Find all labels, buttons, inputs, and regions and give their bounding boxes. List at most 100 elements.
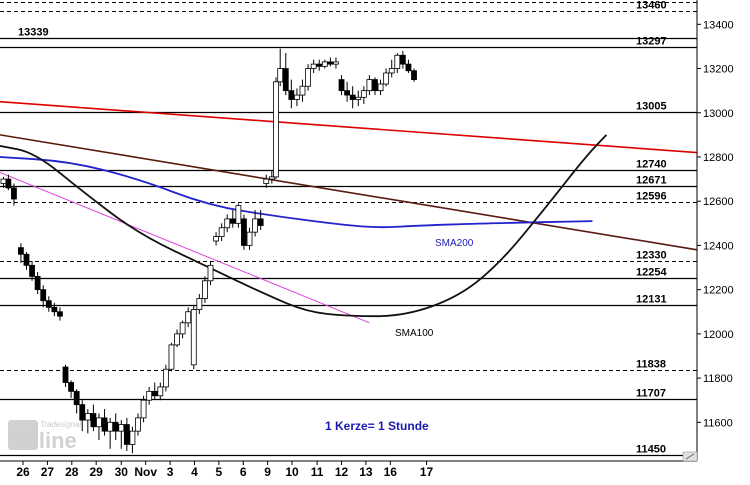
candle-body <box>96 417 102 428</box>
watermark-product: online <box>12 428 77 453</box>
candle-body <box>383 72 390 85</box>
candle-body <box>213 236 219 242</box>
candle <box>399 50 406 69</box>
candle <box>40 285 47 308</box>
candle-body <box>196 298 203 310</box>
candle-body <box>129 430 136 445</box>
candle <box>29 260 35 281</box>
candle-body <box>62 366 69 383</box>
candle-body <box>5 178 12 189</box>
candle-body <box>40 289 47 302</box>
candle-body <box>118 424 125 432</box>
candle-body <box>257 218 264 226</box>
candle <box>18 243 24 264</box>
y-tick-label: 11800 <box>703 373 733 385</box>
candle-body <box>168 344 175 370</box>
brown-trendline <box>0 134 698 251</box>
candle <box>196 294 203 314</box>
candle-body <box>338 79 345 92</box>
candle <box>190 305 197 370</box>
candle-body <box>333 61 339 65</box>
candle <box>321 59 328 69</box>
candle-body <box>140 399 147 419</box>
candle-body <box>162 368 169 388</box>
candle <box>57 307 63 321</box>
candle <box>79 400 86 432</box>
candle <box>157 382 164 401</box>
x-tick-label: 6 <box>240 465 247 479</box>
candle <box>179 320 186 339</box>
y-tick-label: 12000 <box>703 329 734 341</box>
candle-body <box>377 83 384 92</box>
candle-body <box>51 306 58 313</box>
candle <box>229 210 236 228</box>
candle-body <box>321 61 328 67</box>
candle-body <box>273 81 279 178</box>
candle <box>305 64 311 91</box>
candle-body <box>146 390 153 401</box>
candle <box>118 420 125 449</box>
candle-body <box>11 187 17 200</box>
x-tick-label: 13 <box>359 465 373 479</box>
y-tick-label: 12400 <box>703 240 734 252</box>
red-trendline <box>0 100 698 154</box>
sma100-line <box>0 134 608 318</box>
candle <box>355 90 362 107</box>
candle <box>5 174 12 191</box>
candle-body <box>34 275 41 291</box>
candle-body <box>179 322 186 335</box>
level-label-13501: 13501 <box>18 0 49 3</box>
candle <box>235 203 242 228</box>
candle-body <box>394 54 401 69</box>
x-tick-label: 5 <box>216 465 223 479</box>
x-tick-label: 28 <box>65 465 79 479</box>
candle <box>68 380 74 398</box>
candle-body <box>252 218 259 233</box>
candle <box>394 53 401 73</box>
candle-body <box>135 417 141 432</box>
candle-body <box>372 79 378 92</box>
level-label-12671: 12671 <box>636 175 667 187</box>
x-tick-label: 27 <box>41 465 55 479</box>
level-label-13005: 13005 <box>636 101 667 113</box>
level-label-13297: 13297 <box>636 36 667 48</box>
x-tick-label: 17 <box>420 465 434 479</box>
candle-body <box>360 90 367 98</box>
candle <box>366 75 373 96</box>
candle <box>377 79 384 96</box>
candle-body <box>241 218 247 246</box>
candle-body <box>68 382 74 392</box>
trend-lines <box>0 100 698 324</box>
candle-body <box>263 178 270 184</box>
candle <box>288 79 295 109</box>
candle <box>282 53 289 96</box>
candle <box>140 395 147 423</box>
candle-body <box>45 300 52 308</box>
candle <box>207 260 214 286</box>
candle-body <box>174 333 180 346</box>
level-label-12131: 12131 <box>636 294 667 306</box>
level-lines <box>0 2 697 457</box>
candle <box>45 296 52 312</box>
candle <box>168 342 175 372</box>
candle <box>185 307 192 328</box>
candle <box>344 81 351 102</box>
candle-body <box>299 85 306 96</box>
y-tick-label: 13000 <box>703 108 734 120</box>
candle-body <box>310 63 317 69</box>
candle <box>218 223 225 242</box>
candle <box>90 404 97 432</box>
candle <box>349 86 356 109</box>
candle <box>107 417 114 449</box>
watermark-logo-box <box>8 420 38 450</box>
candle-body <box>207 264 214 282</box>
candle-body <box>305 68 311 87</box>
x-axis: 26 27 28 29 30 Nov 3 4 5 6 9 10 11 12 13 16 17 <box>16 461 434 479</box>
candle <box>273 77 279 180</box>
scroll-corner[interactable] <box>682 451 698 462</box>
candle-body <box>344 90 351 96</box>
candle-body <box>73 390 80 406</box>
candle-body <box>327 61 334 65</box>
candle <box>112 413 119 440</box>
candle <box>174 329 180 348</box>
